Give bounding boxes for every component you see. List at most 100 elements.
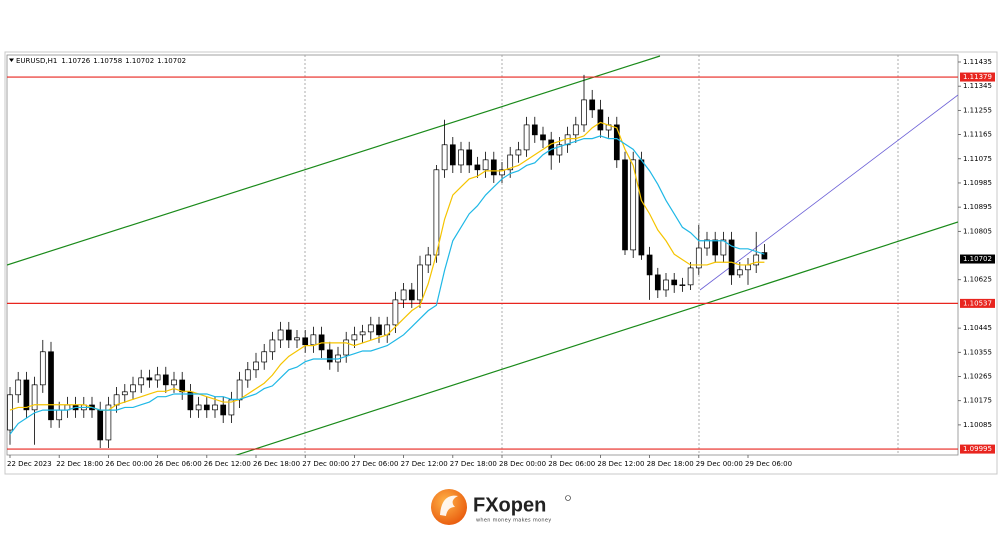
- candle-body: [138, 377, 145, 386]
- candle-body: [294, 337, 300, 341]
- logo-glyph: [440, 495, 458, 516]
- candle-body: [695, 247, 702, 269]
- candle-body: [179, 379, 186, 393]
- candle-body: [326, 349, 333, 363]
- level-label-box: [960, 72, 995, 82]
- candle-body: [39, 351, 46, 386]
- last-close: 1.10702: [157, 57, 186, 65]
- x-tick-label: 27 Dec 00:00: [302, 460, 349, 468]
- channel-lower: [234, 221, 958, 455]
- candle-body: [482, 159, 489, 171]
- header-arrow: [9, 58, 14, 62]
- tagline: when money makes money: [476, 518, 551, 524]
- y-tick-label: 1.10625: [963, 276, 992, 284]
- candle-body: [449, 144, 456, 166]
- y-tick-label: 1.11255: [963, 106, 992, 114]
- candle-body: [392, 299, 399, 326]
- x-tick-label: 27 Dec 18:00: [450, 460, 497, 468]
- candle-body: [146, 377, 153, 381]
- x-tick-label: 28 Dec 12:00: [597, 460, 644, 468]
- candle-body: [663, 279, 669, 291]
- x-tick-label: 22 Dec 18:00: [56, 460, 103, 468]
- x-tick-label: 28 Dec 00:00: [499, 460, 546, 468]
- trend-line: [699, 94, 958, 291]
- current-price-box: [960, 254, 995, 264]
- plot-area: [6, 54, 959, 456]
- candle-body: [23, 379, 30, 411]
- candle-body: [531, 124, 538, 136]
- candle-body: [105, 404, 112, 441]
- candle-body: [351, 334, 358, 341]
- x-tick-label: 26 Dec 18:00: [253, 460, 300, 468]
- candle-body: [523, 124, 530, 151]
- candle-body: [56, 409, 63, 421]
- candle-body: [121, 391, 128, 396]
- candle-body: [581, 99, 587, 126]
- y-tick-label: 1.11345: [963, 82, 992, 90]
- x-tick-label: 26 Dec 12:00: [204, 460, 251, 468]
- x-tick-label: 22 Dec 2023: [7, 460, 52, 468]
- candle-body: [244, 369, 251, 381]
- candle-body: [745, 264, 751, 271]
- candle-body: [712, 239, 719, 256]
- candle-body: [548, 139, 555, 156]
- candle-body: [613, 124, 620, 161]
- candle-body: [285, 329, 292, 341]
- candle-body: [490, 159, 497, 176]
- candle-body: [507, 154, 514, 171]
- candle-body: [408, 289, 415, 301]
- candle-body: [425, 254, 432, 266]
- last-open: 1.10726: [61, 57, 90, 65]
- x-tick-label: 29 Dec 00:00: [696, 460, 743, 468]
- marks: [7, 74, 958, 450]
- candle-body: [162, 374, 169, 386]
- candle-body: [597, 109, 604, 131]
- y-tick-label: 1.10895: [963, 203, 992, 211]
- y-tick-label: 1.10175: [963, 397, 992, 405]
- candle-body: [261, 351, 268, 363]
- candle-body: [269, 339, 276, 353]
- candle-body: [203, 404, 210, 411]
- y-tick-label: 1.10445: [963, 324, 992, 332]
- y-tick-label: 1.11075: [963, 155, 992, 163]
- header: EURUSD,H1 1.10726 1.10758 1.10702 1.10702: [9, 57, 186, 65]
- candle-body: [638, 159, 645, 256]
- y-tick-label: 1.11435: [963, 58, 992, 66]
- candle-body: [654, 274, 661, 291]
- y-tick-label: 1.10085: [963, 421, 992, 429]
- y-tick-label: 1.10355: [963, 348, 992, 356]
- candle-body: [253, 361, 259, 371]
- last-high: 1.10758: [93, 57, 122, 65]
- candle-body: [48, 351, 54, 421]
- candle-body: [376, 324, 382, 336]
- x-tick-label: 28 Dec 18:00: [647, 460, 694, 468]
- candle-body: [31, 384, 38, 411]
- candle-body: [761, 252, 768, 260]
- candle-body: [458, 149, 464, 166]
- axis: 1.11435 1.11345 1.11255 1.11165 1.11075 1.109…: [7, 58, 995, 468]
- x-tick-label: 26 Dec 06:00: [155, 460, 202, 468]
- last-low: 1.10702: [125, 57, 154, 65]
- candle-body: [728, 239, 735, 276]
- candle-body: [687, 267, 694, 286]
- y-tick-label: 1.10265: [963, 373, 992, 381]
- candle-body: [97, 409, 104, 441]
- x-tick-label: 27 Dec 06:00: [351, 460, 398, 468]
- candle-body: [646, 254, 653, 276]
- level-label-box: [960, 298, 995, 308]
- candle-body: [499, 169, 505, 176]
- drawings: [7, 55, 958, 455]
- symbol: EURUSD,H1: [16, 57, 57, 65]
- candle-body: [343, 339, 350, 356]
- candle-body: [417, 264, 423, 301]
- candle-body: [622, 159, 628, 251]
- candle-body: [359, 331, 366, 336]
- candle-body: [671, 279, 678, 286]
- current-price-label: 1.10702: [963, 255, 992, 263]
- candle-body: [466, 149, 473, 166]
- candle-body: [277, 329, 284, 341]
- candle-body: [310, 334, 317, 346]
- registered-mark: [565, 495, 571, 501]
